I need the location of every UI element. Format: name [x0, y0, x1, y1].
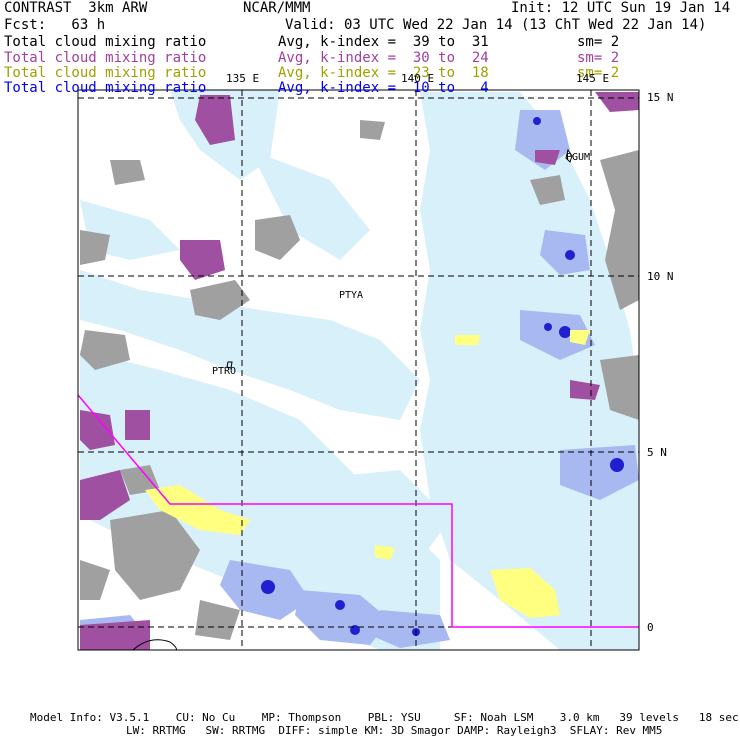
valid-time: Valid: 03 UTC Wed 22 Jan 14 (13 ChT Wed …: [285, 17, 707, 33]
field-range-3: Avg, k-index = 23 to 18: [278, 65, 489, 81]
field-sm-3: sm= 2: [577, 65, 620, 81]
model-info-line-1: Model Info: V3.5.1 CU: No Cu MP: Thompso…: [30, 711, 739, 724]
lat-lon-grid: [78, 90, 639, 650]
lat-label-10: 10 N: [647, 270, 674, 283]
lon-label-145: 145 E: [576, 72, 610, 85]
field-sm-1: sm= 2: [577, 34, 620, 50]
light-blue-clouds: [80, 90, 639, 650]
model-info-line-2: LW: RRTMG SW: RRTMG DIFF: simple KM: 3D …: [126, 724, 663, 737]
field-name-3: Total cloud mixing ratio: [4, 65, 207, 81]
field-name-1: Total cloud mixing ratio: [4, 34, 207, 50]
field-name-4: Total cloud mixing ratio: [4, 80, 207, 96]
station-ptro: PTRO: [212, 366, 237, 377]
lon-label-140: 140 E: [401, 72, 435, 85]
lat-label-5: 5 N: [647, 446, 667, 459]
field-name-2: Total cloud mixing ratio: [4, 50, 207, 66]
station-pgum: PGUM: [566, 152, 591, 163]
forecast-hour: Fcst: 63 h: [4, 17, 106, 33]
cloud-field-layer: [80, 90, 639, 650]
org-title: NCAR/MMM: [243, 0, 311, 16]
field-range-4: Avg, k-index = 10 to 4: [278, 80, 489, 96]
boundary-line: [77, 394, 639, 628]
model-title: CONTRAST 3km ARW: [4, 0, 148, 16]
field-range-1: Avg, k-index = 39 to 31: [278, 34, 489, 50]
init-time: Init: 12 UTC Sun 19 Jan 14: [511, 0, 731, 16]
yellow-clouds: [145, 330, 590, 618]
lat-label-0: 0: [647, 621, 654, 634]
lat-label-15: 15 N: [647, 91, 674, 104]
field-sm-2: sm= 2: [577, 50, 620, 66]
coastlines: [132, 148, 573, 651]
lon-label-135: 135 E: [226, 72, 260, 85]
map-frame: [77, 89, 640, 651]
gray-clouds: [80, 120, 639, 640]
purple-clouds: [80, 92, 639, 650]
field-range-2: Avg, k-index = 30 to 24: [278, 50, 489, 66]
station-ptya: PTYA: [339, 290, 364, 301]
